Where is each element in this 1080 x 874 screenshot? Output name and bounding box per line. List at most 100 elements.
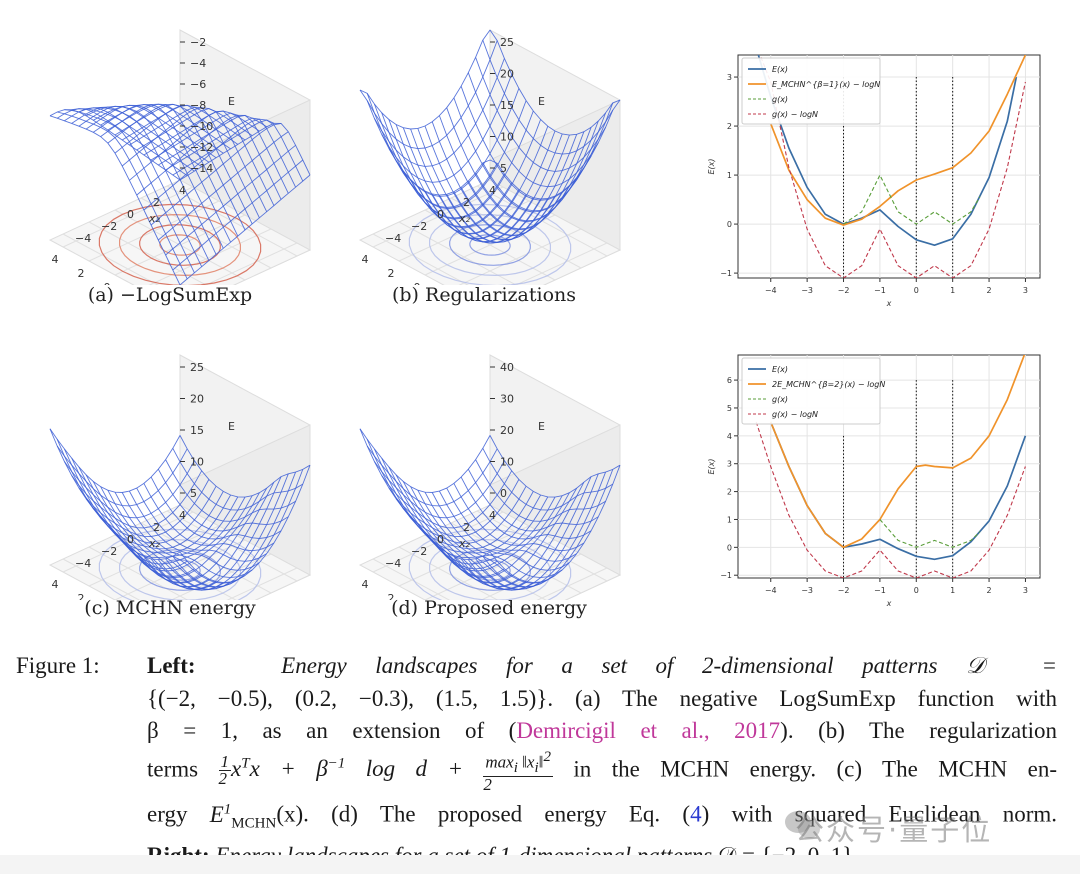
- y-tick-label: 2: [727, 488, 732, 497]
- mesh-line: [172, 448, 304, 511]
- contour-line: [429, 538, 551, 600]
- axes-box: [358, 29, 622, 285]
- x-tick-label: 3: [1023, 586, 1028, 595]
- subcaption-b: (b) Regularizations: [391, 284, 577, 306]
- mesh-line: [359, 89, 491, 196]
- y-tick-label: −4: [385, 557, 401, 570]
- series-line-1: [769, 55, 1027, 226]
- mesh-line: [475, 459, 606, 522]
- mesh-line: [374, 460, 505, 519]
- contour-line: [119, 538, 241, 600]
- legend-label-1: 2E_MCHN^{β=2}(x) − logN: [772, 380, 885, 389]
- z-tick-label: −8: [190, 99, 206, 112]
- x-tick-label: 2: [388, 267, 395, 280]
- y-tick-label: −1: [720, 571, 732, 580]
- y-axis-label: E(x): [707, 458, 716, 474]
- mesh-line: [158, 114, 289, 194]
- x-tick-label: 2: [987, 286, 992, 295]
- legend-box: [741, 57, 881, 125]
- surface-mesh: [359, 29, 621, 244]
- legend: E(x) E_MCHN^{β=1}(x) − logN g(x) g(x) − log…: [741, 57, 881, 125]
- y-tick-label: 2: [463, 196, 470, 209]
- floor-grid: [450, 197, 582, 269]
- mesh-line: [366, 445, 498, 507]
- mesh-line: [165, 459, 296, 522]
- mesh-line: [165, 117, 297, 188]
- z-tick-label: 15: [190, 424, 204, 437]
- y-tick-label: 0: [437, 208, 444, 221]
- legend-label-2: g(x): [772, 395, 788, 404]
- z-tick-label: −2: [190, 36, 206, 49]
- mesh-line: [64, 460, 195, 519]
- y-tick-label: 2: [463, 521, 470, 534]
- subcaption-a: (a) −LogSumExp: [87, 284, 253, 306]
- mesh-line: [467, 72, 599, 188]
- y-tick-label: −4: [75, 557, 91, 570]
- mesh-line: [366, 93, 498, 208]
- z-tick-label: −12: [190, 141, 213, 154]
- caption-c-prefix: ergy: [147, 801, 188, 827]
- mesh-line: [56, 445, 188, 507]
- z-tick-label: −6: [190, 78, 206, 91]
- caption-a-text: (a) The negative LogSumExp function with: [575, 685, 1058, 711]
- y-tick-label: 5: [727, 404, 732, 413]
- legend-label-3: g(x) − logN: [772, 410, 818, 419]
- z-tick-label: 20: [190, 393, 204, 406]
- y-tick-label: 3: [727, 460, 732, 469]
- x-tick-label: 4: [52, 253, 59, 266]
- subcaption-d: (d) Proposed energy: [391, 597, 587, 619]
- floor-grid: [88, 525, 220, 587]
- x-axis-label: x: [886, 299, 892, 308]
- legend-label-3: g(x) − logN: [772, 110, 818, 119]
- mesh-line: [489, 29, 621, 136]
- y-tick-label: 3: [727, 73, 732, 82]
- mesh-line: [157, 468, 289, 532]
- z-tick-label: 15: [500, 99, 514, 112]
- mesh-line: [64, 107, 195, 172]
- legend-box: [741, 357, 881, 425]
- z-tick-label: 25: [500, 36, 514, 49]
- contour-line: [159, 234, 201, 256]
- caption-d-symbol: 𝒟 =: [966, 653, 1058, 678]
- floor-grid: [62, 511, 194, 573]
- y-tick-label: −4: [75, 232, 91, 245]
- bottom-bar: [0, 855, 1080, 874]
- x-tick-label: 2: [78, 592, 85, 600]
- watermark-text: 公众号·量子位: [795, 813, 993, 847]
- y-tick-label: 2: [153, 196, 160, 209]
- x-tick-label: 4: [362, 253, 369, 266]
- series-line-3: [759, 55, 1026, 278]
- caption-line-4: terms 1 2 xTx + β−1 log d + maxi ‖xi‖2 2 in…: [147, 748, 1057, 793]
- caption-beta-text: β = 1, as an extension of (: [147, 718, 517, 743]
- z-tick-label: 20: [500, 68, 514, 81]
- z-tick-label: 25: [190, 361, 204, 374]
- legend-label-1: E_MCHN^{β=1}(x) − logN: [772, 80, 880, 89]
- series-line-0: [757, 55, 1018, 247]
- caption-b-text: ). (b) The regularization: [780, 718, 1057, 743]
- floor-grid: [140, 522, 272, 594]
- x-tick-label: −4: [765, 286, 777, 295]
- x-tick-label: −2: [838, 286, 850, 295]
- citation-link[interactable]: Demircigil et al., 2017: [516, 718, 781, 743]
- floor-grid: [398, 525, 530, 587]
- equation-ref-link[interactable]: 4: [690, 801, 702, 827]
- z-tick-label: 5: [190, 487, 197, 500]
- y-tick-label: 2: [727, 122, 732, 131]
- surface-mesh: [359, 428, 621, 591]
- z-tick-label: −14: [190, 162, 213, 175]
- floor-grid: [450, 522, 582, 594]
- contour-line: [469, 234, 511, 256]
- caption-c-mid: (x). (d) The proposed energy Eq. (: [276, 801, 691, 827]
- z-tick-label: 20: [500, 424, 514, 437]
- z-axis-label: E: [228, 95, 235, 108]
- x-tick-label: −3: [801, 286, 813, 295]
- caption-terms-prefix: terms: [147, 756, 199, 782]
- x-tick-label: 4: [362, 578, 369, 591]
- z-tick-label: −10: [190, 120, 213, 133]
- x-tick-label: −4: [765, 586, 777, 595]
- caption-terms-suffix: in the MCHN energy. (c) The MCHN en-: [573, 756, 1058, 782]
